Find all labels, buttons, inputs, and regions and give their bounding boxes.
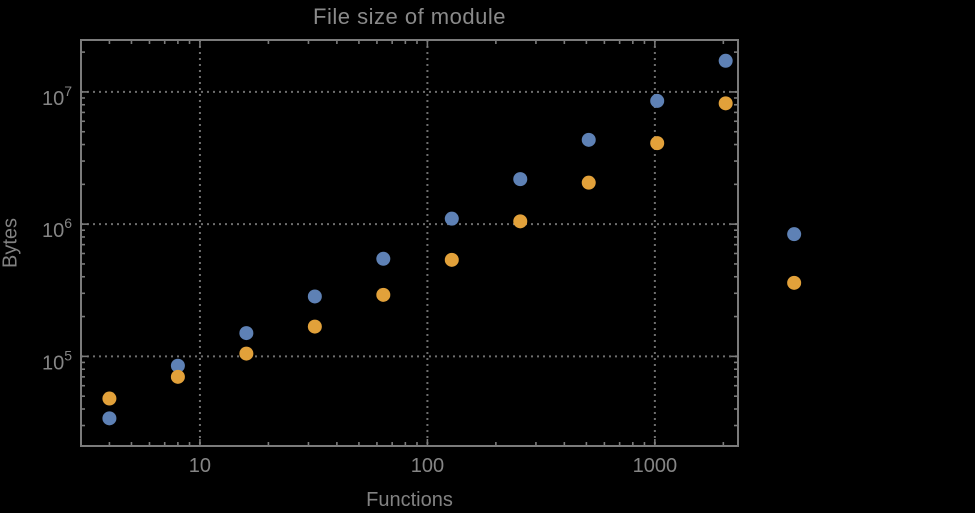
x-axis-label: Functions	[366, 489, 453, 511]
y-tick-label: 106	[42, 215, 72, 242]
data-point	[376, 251, 391, 266]
data-point	[239, 346, 254, 361]
axis-ticks	[81, 40, 738, 446]
data-point	[718, 96, 733, 111]
data-point	[170, 358, 185, 373]
data-point	[718, 53, 733, 68]
data-point	[376, 287, 391, 302]
y-tick-label: 107	[42, 83, 72, 110]
x-tick-label: 100	[411, 455, 444, 477]
chart-title: File size of module	[313, 4, 506, 29]
data-point	[102, 411, 117, 426]
y-axis-label: Bytes	[0, 217, 22, 269]
data-points-series-1-blue	[102, 53, 802, 426]
data-point	[444, 211, 459, 226]
gridlines	[81, 40, 738, 446]
data-point	[513, 214, 528, 229]
x-tick-label: 10	[189, 455, 211, 477]
data-point	[581, 175, 596, 190]
data-point	[581, 132, 596, 147]
data-point	[307, 319, 322, 334]
y-tick-labels: 105 106 107	[42, 83, 72, 374]
x-tick-labels: 10 100 1000	[189, 455, 677, 477]
data-point	[513, 172, 528, 187]
x-tick-label: 1000	[633, 455, 678, 477]
data-points-series-2-orange	[102, 96, 802, 406]
data-point	[650, 93, 665, 108]
data-point	[787, 227, 802, 242]
data-point	[650, 136, 665, 151]
data-point	[239, 326, 254, 341]
data-point	[787, 275, 802, 290]
data-point	[444, 252, 459, 267]
y-tick-label: 105	[42, 347, 72, 374]
plot-frame	[80, 39, 739, 447]
data-point	[170, 369, 185, 384]
data-point	[102, 391, 117, 406]
data-point	[307, 289, 322, 304]
